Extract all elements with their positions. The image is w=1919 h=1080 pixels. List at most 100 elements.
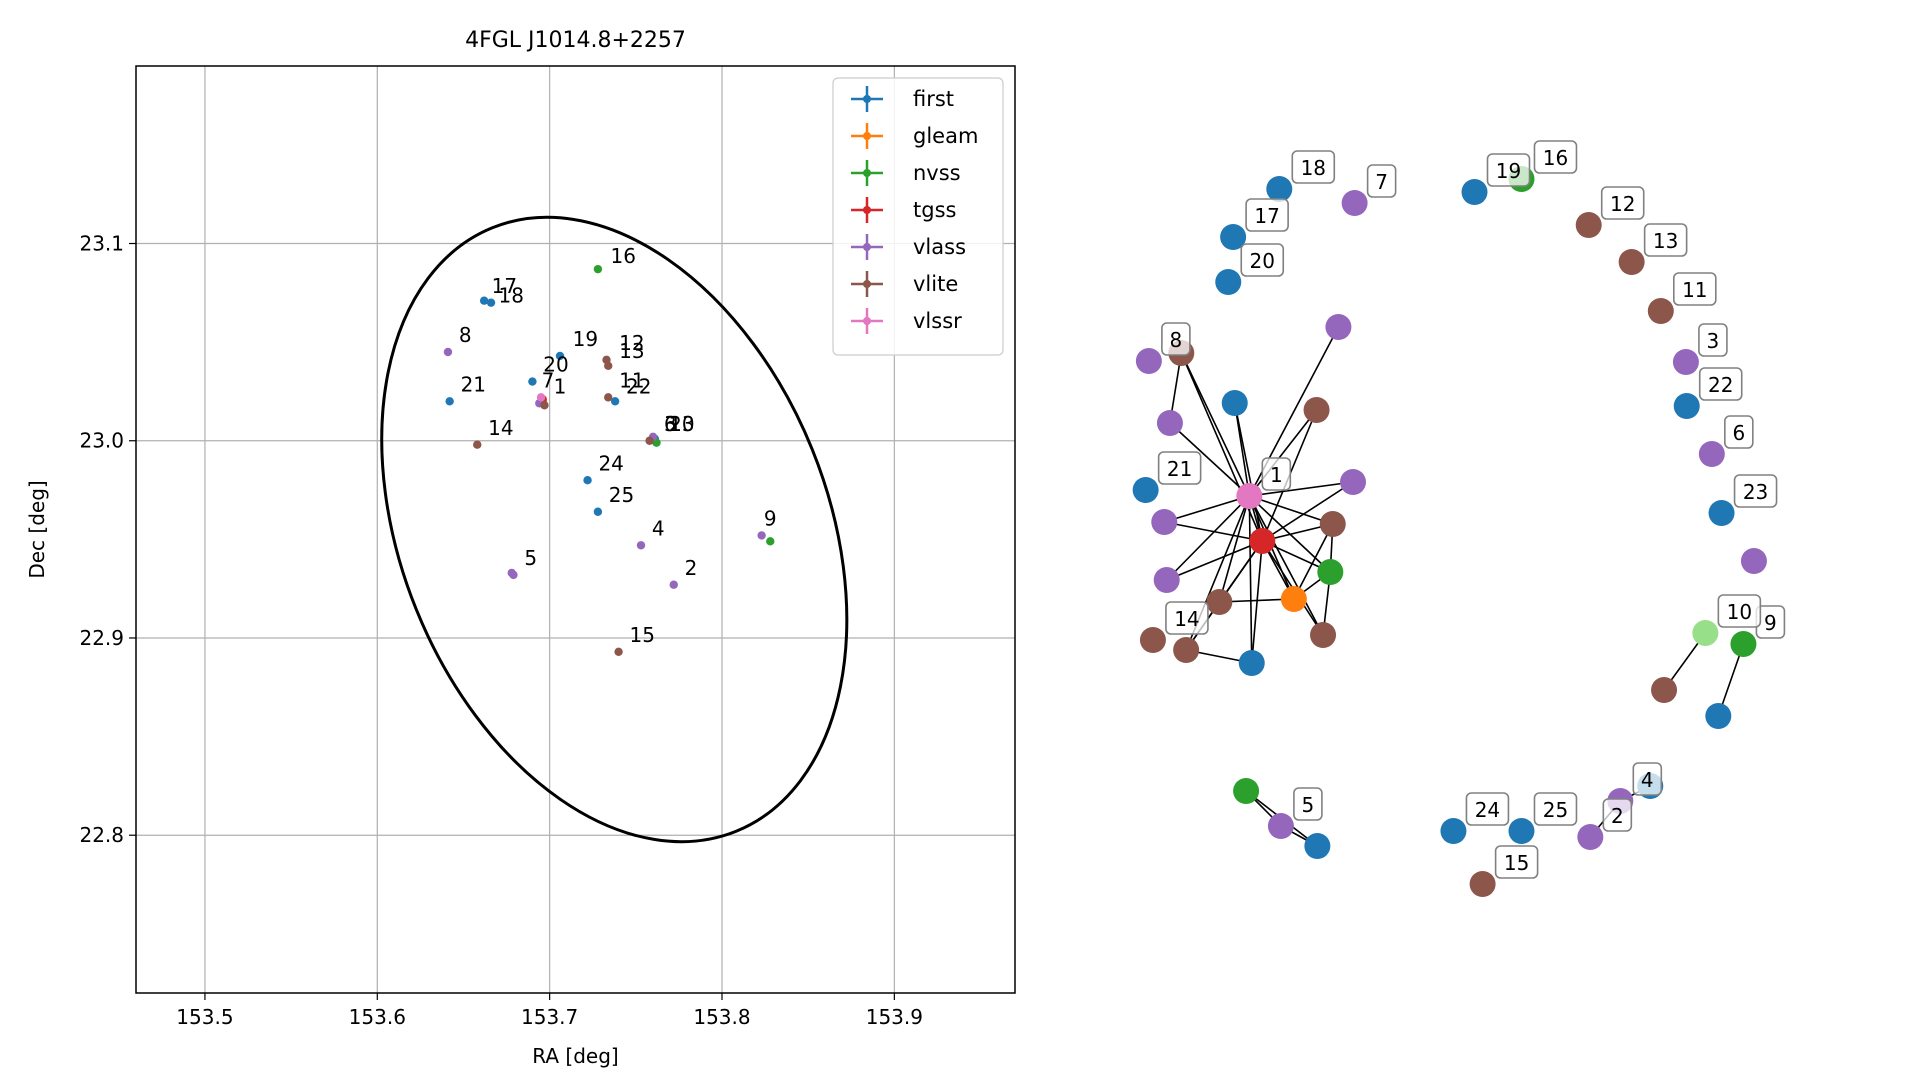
- graph-node: [1341, 190, 1368, 216]
- point-label: 7: [542, 368, 555, 392]
- point-label: 25: [609, 483, 634, 507]
- graph-node-label: 10: [1717, 594, 1762, 628]
- graph-node-label: 17: [1245, 198, 1289, 232]
- graph-node-label: 3: [1698, 323, 1728, 357]
- label-box: [1161, 322, 1191, 356]
- y-axis-label: Dec [deg]: [25, 480, 49, 578]
- graph-edge: [1169, 422, 1250, 497]
- point-vlass: [507, 568, 516, 578]
- label-text: 10: [1727, 600, 1752, 624]
- point-vlass: [636, 541, 646, 550]
- label-box: [1717, 594, 1762, 628]
- point-first: [593, 507, 603, 516]
- graph-node-label: 15: [1494, 845, 1539, 879]
- x-tick-label: 153.5: [176, 1005, 233, 1029]
- legend-item-gleam: gleam: [851, 123, 978, 149]
- label-text: 7: [1375, 170, 1388, 194]
- label-text: 8: [1170, 328, 1183, 352]
- graph-node-label: 4: [1632, 762, 1663, 796]
- label-text: 21: [1167, 457, 1192, 481]
- point-nvss: [593, 264, 603, 274]
- graph-edge: [1248, 495, 1253, 664]
- point-vlass: [757, 531, 766, 540]
- graph-node-label: 18: [1291, 150, 1336, 184]
- point-vlite: [604, 393, 613, 402]
- graph-node: [1132, 477, 1159, 503]
- point-label: 12: [619, 331, 644, 355]
- graph-node-label: 9: [1755, 605, 1786, 639]
- label-box: [1486, 153, 1531, 187]
- point-label: 19: [573, 327, 598, 351]
- graph-node: [1340, 469, 1366, 495]
- graph-node: [1647, 298, 1674, 324]
- graph-node: [1173, 637, 1200, 663]
- point-label: 3: [664, 412, 677, 436]
- label-box: [1494, 845, 1539, 879]
- label-text: 12: [1610, 192, 1635, 216]
- graph-node: [1139, 627, 1166, 653]
- legend-item-first: first: [851, 86, 954, 112]
- legend-item-tgss: tgss: [851, 197, 956, 223]
- graph-edge: [1180, 352, 1251, 497]
- legend-marker-dot: [863, 280, 871, 288]
- legend-marker-dot: [863, 95, 871, 103]
- legend-label: first: [913, 87, 954, 111]
- graph-node-label: 2: [1602, 798, 1633, 832]
- graph-node: [1310, 622, 1337, 648]
- point-label: 16: [611, 244, 636, 268]
- label-box: [1465, 792, 1510, 826]
- legend-label: nvss: [913, 161, 961, 185]
- point-label: 20: [543, 353, 568, 377]
- y-tick-label: 22.9: [79, 626, 124, 650]
- label-box: [1698, 367, 1743, 401]
- point-label: 4: [652, 516, 665, 540]
- point-label: 17: [492, 274, 517, 298]
- plot-frame: [135, 65, 1016, 994]
- legend-item-vlssr: vlssr: [851, 308, 962, 334]
- graph-edge: [1249, 481, 1354, 497]
- label-box: [1240, 243, 1285, 277]
- point-label: 14: [488, 416, 513, 440]
- legend-label: vlssr: [913, 309, 962, 333]
- graph-node: [1206, 589, 1233, 615]
- graph-node: [1730, 631, 1757, 657]
- graph-node: [1317, 559, 1344, 585]
- graph-node: [1575, 212, 1602, 238]
- graph-edge: [1218, 495, 1251, 603]
- legend-box: [832, 77, 1004, 356]
- label-box: [1157, 451, 1202, 485]
- graph-node-label: 20: [1240, 243, 1285, 277]
- point-first: [528, 377, 537, 386]
- label-box: [1245, 198, 1289, 232]
- point-label: 10: [669, 412, 694, 436]
- label-box: [1366, 164, 1397, 198]
- label-box: [1291, 150, 1336, 184]
- label-box: [1600, 186, 1645, 220]
- graph-node-label: 16: [1533, 140, 1578, 174]
- label-text: 1: [1270, 463, 1283, 487]
- point-label: 5: [524, 546, 537, 570]
- label-text: 6: [1732, 421, 1745, 445]
- point-vlite: [540, 401, 549, 410]
- x-tick-label: 153.8: [693, 1005, 750, 1029]
- legend-label: vlite: [913, 272, 958, 296]
- graph-node: [1440, 818, 1467, 844]
- y-axis-ticks: 22.8 22.9 23.0 23.1: [79, 232, 136, 847]
- graph-node: [1151, 509, 1178, 535]
- graph-node-label: 6: [1724, 415, 1754, 449]
- point-first: [583, 475, 592, 485]
- label-text: 3: [1707, 329, 1720, 353]
- graph-node: [1508, 818, 1535, 844]
- graph-edge: [1166, 495, 1250, 581]
- legend-marker-dot: [863, 169, 871, 177]
- legend-marker-dot: [863, 317, 871, 325]
- graph-node-label: 25: [1533, 792, 1578, 826]
- legend-label: tgss: [913, 198, 956, 222]
- point-label: 2: [685, 556, 698, 580]
- graph-node: [1304, 833, 1331, 859]
- chart-title: 4FGL J1014.8+2257: [465, 28, 686, 53]
- label-text: 25: [1543, 798, 1568, 822]
